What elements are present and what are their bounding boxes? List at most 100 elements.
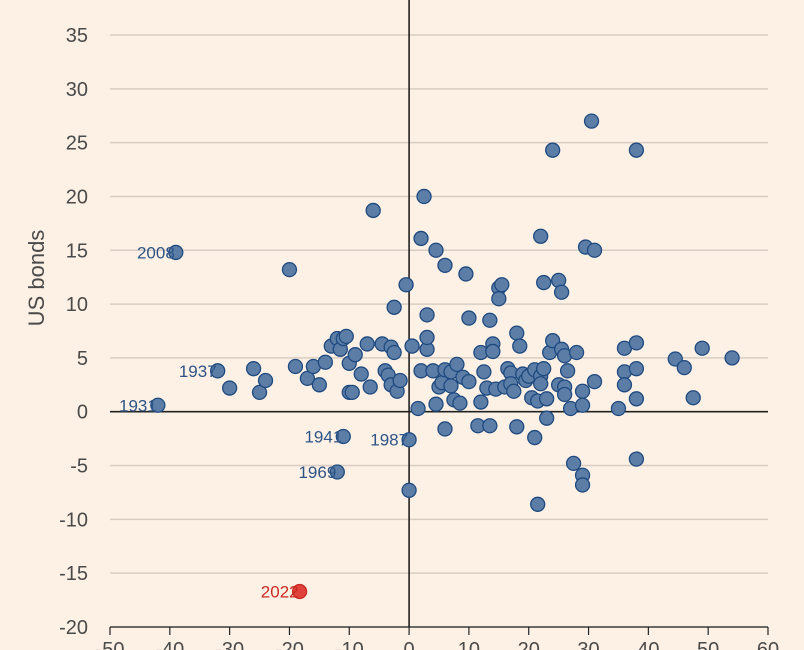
data-point (574, 383, 591, 399)
data-point (628, 361, 645, 377)
labeled-data-point (401, 432, 417, 448)
data-point (461, 373, 477, 390)
data-point (694, 340, 710, 356)
data-point (365, 202, 381, 219)
y-tick-label: 25 (66, 133, 88, 155)
data-point (404, 338, 420, 354)
data-point (419, 307, 435, 323)
x-tick-labels: -50 -40 -30 -20 -10 0 10 20 30 40 50 60 (96, 639, 780, 650)
data-point (628, 391, 645, 407)
data-point (482, 418, 498, 434)
y-tick-label: 20 (66, 186, 88, 208)
x-tick-label: 40 (637, 639, 659, 650)
data-point (583, 113, 600, 129)
data-point (428, 396, 444, 412)
y-tick-label: 35 (66, 25, 88, 47)
gridlines (110, 34, 768, 628)
y-tick-label: -15 (59, 563, 88, 585)
data-point (628, 335, 645, 351)
point-label: 1987 (370, 431, 408, 450)
data-point (476, 364, 492, 380)
labeled-data-point (150, 397, 166, 413)
data-point (565, 455, 582, 472)
data-point (392, 372, 408, 389)
x-tick-label: -30 (215, 639, 244, 650)
data-point (437, 257, 453, 273)
data-point (676, 359, 692, 376)
data-point (724, 350, 740, 366)
x-tick-label: -20 (275, 639, 304, 650)
data-point (449, 356, 465, 373)
data-point (568, 344, 585, 361)
data-point (299, 370, 316, 387)
data-point (281, 261, 298, 278)
data-point (419, 329, 435, 346)
data-point (221, 380, 238, 396)
data-point (506, 383, 522, 399)
x-tick-label: -10 (335, 639, 364, 650)
x-tick-label: 30 (577, 639, 599, 650)
data-point (437, 421, 453, 437)
data-points (150, 113, 740, 600)
data-point (251, 384, 268, 401)
point-label: 1941 (304, 427, 342, 446)
data-point (473, 394, 489, 410)
data-point (536, 274, 552, 291)
data-point (628, 451, 645, 467)
data-point (398, 277, 414, 293)
data-point (257, 372, 274, 389)
point-labels: 2008 1937 1931 1941 1987 1969 2022 (119, 243, 408, 601)
y-tick-label: 10 (66, 294, 88, 316)
data-point (553, 284, 570, 300)
x-tick-label: 10 (458, 639, 480, 650)
y-tick-label: -20 (59, 617, 88, 639)
data-point (574, 397, 591, 413)
labeled-data-point (291, 583, 308, 600)
data-point (458, 266, 474, 282)
data-point (533, 228, 549, 244)
data-point (311, 377, 328, 393)
data-point (556, 386, 573, 403)
data-point (416, 188, 432, 205)
data-point (586, 242, 603, 258)
data-point (362, 379, 378, 395)
x-tick-label: 60 (757, 639, 779, 650)
data-point (344, 384, 360, 401)
labeled-data-point (329, 464, 345, 480)
y-tick-label: 30 (66, 79, 88, 101)
y-axis-title: US bonds (24, 230, 49, 327)
y-tick-label: 0 (77, 402, 88, 424)
point-label: 1969 (298, 463, 336, 482)
axes (109, 0, 769, 635)
data-point (533, 376, 549, 392)
x-tick-label: 50 (697, 639, 719, 650)
data-point (428, 242, 444, 258)
data-point (610, 400, 627, 417)
data-point (616, 377, 633, 393)
data-point (530, 496, 546, 512)
data-point (559, 363, 576, 379)
x-tick-label: -40 (155, 639, 184, 650)
data-point (545, 142, 561, 158)
data-point (509, 419, 525, 435)
data-point (413, 230, 429, 247)
data-point (491, 291, 507, 307)
x-tick-label: 20 (518, 639, 540, 650)
data-point (359, 336, 375, 352)
data-point (461, 310, 477, 326)
data-point (410, 400, 426, 417)
data-point (586, 373, 603, 390)
data-point (574, 477, 591, 493)
data-point (485, 343, 501, 360)
data-point (287, 358, 304, 375)
labeled-data-point (335, 428, 351, 445)
data-point (386, 299, 402, 315)
data-point (539, 410, 555, 426)
point-label: 2022 (261, 582, 299, 601)
y-tick-label: -5 (70, 456, 88, 478)
data-point (539, 391, 555, 407)
x-tick-label: 0 (404, 639, 415, 650)
data-point (685, 390, 701, 406)
